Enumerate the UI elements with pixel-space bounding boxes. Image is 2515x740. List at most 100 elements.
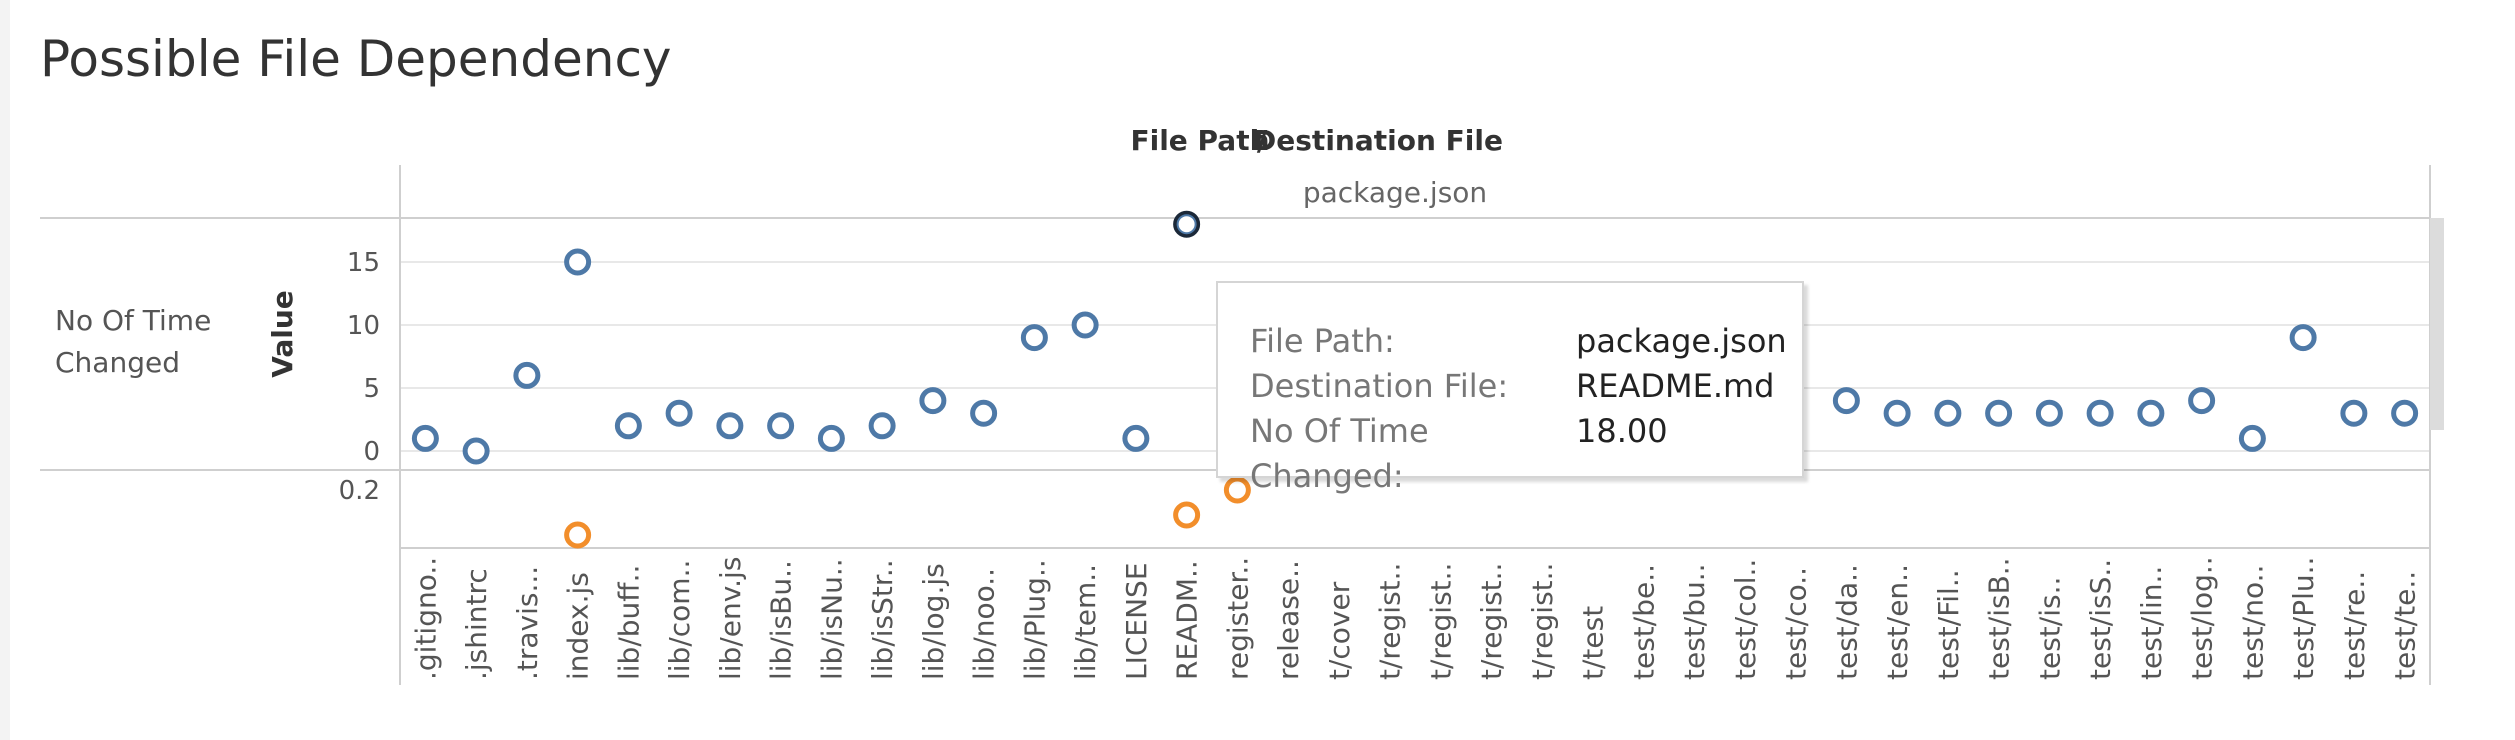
tooltip-row: No Of Time Changed: 18.00 xyxy=(1250,409,1802,499)
data-marks[interactable] xyxy=(411,210,2419,549)
tick-labels: 0 5 10 15 0.2 xyxy=(339,248,380,506)
left-edge-strip xyxy=(0,0,10,740)
y-tick-label: 15 xyxy=(347,248,380,278)
x-category-label: lib/Plug.. xyxy=(1018,559,1051,680)
x-category-label: test/te.. xyxy=(2389,571,2422,680)
x-category-label: test/lin.. xyxy=(2135,566,2168,680)
data-point[interactable] xyxy=(2188,387,2216,415)
data-point[interactable] xyxy=(1173,501,1201,529)
x-category-label: lib/isNu.. xyxy=(815,558,848,680)
x-category-label: LICENSE xyxy=(1120,562,1153,680)
data-point[interactable] xyxy=(817,424,845,452)
x-category-label: test/col.. xyxy=(1729,559,1762,680)
x-category-label: .jshintrc xyxy=(460,568,493,680)
x-category-label: t/regist.. xyxy=(1374,563,1407,680)
data-point[interactable] xyxy=(868,412,896,440)
x-category-label: t/regist.. xyxy=(1475,563,1508,680)
x-category-label: test/Plu.. xyxy=(2287,557,2320,680)
x-category-label: lib/env.js xyxy=(714,557,747,680)
tooltip-key: File Path: xyxy=(1250,322,1395,360)
data-point[interactable] xyxy=(970,399,998,427)
x-category-label: t/regist.. xyxy=(1526,563,1559,680)
data-point[interactable] xyxy=(665,399,693,427)
data-point[interactable] xyxy=(2137,399,2165,427)
x-category-label: lib/log.js xyxy=(917,563,950,680)
chart-title: Possible File Dependency xyxy=(40,30,672,88)
x-category-label: test/co.. xyxy=(1780,567,1813,680)
x-category-label: test/is.. xyxy=(2033,577,2066,680)
data-point[interactable] xyxy=(1173,210,1201,238)
x-category-label: test/en.. xyxy=(1881,564,1914,680)
header-separator: / xyxy=(1257,124,1268,157)
data-point[interactable] xyxy=(411,424,439,452)
scrollbar[interactable] xyxy=(2430,218,2444,430)
x-category-label: test/bu.. xyxy=(1678,563,1711,680)
x-category-label: test/isS.. xyxy=(2084,559,2117,680)
x-category-label: test/Fil.. xyxy=(1932,569,1965,680)
header-file-path: File Path xyxy=(1130,124,1269,157)
x-category-label: lib/isBu.. xyxy=(765,560,798,680)
tooltip-key: No Of Time Changed: xyxy=(1250,412,1429,495)
x-category-label: lib/noo.. xyxy=(968,568,1001,680)
data-point[interactable] xyxy=(2391,399,2419,427)
data-point[interactable] xyxy=(513,361,541,389)
data-point[interactable] xyxy=(1883,399,1911,427)
data-point[interactable] xyxy=(462,437,490,465)
data-point[interactable] xyxy=(1020,324,1048,352)
x-category-label: test/no.. xyxy=(2236,565,2269,680)
x-category-label: release.. xyxy=(1272,560,1305,680)
x-category-label: .travis... xyxy=(511,566,544,680)
data-point[interactable] xyxy=(614,412,642,440)
x-category-label: lib/buff.. xyxy=(612,565,645,680)
tooltip-value: README.md xyxy=(1576,367,1775,405)
data-point[interactable] xyxy=(1934,399,1962,427)
x-category-label: READM.. xyxy=(1171,560,1204,680)
data-point[interactable] xyxy=(1223,476,1251,504)
data-point[interactable] xyxy=(564,248,592,276)
data-point[interactable] xyxy=(2035,399,2063,427)
header-package-json: package.json xyxy=(1303,176,1487,209)
data-point[interactable] xyxy=(2238,424,2266,452)
x-category-label: t/test xyxy=(1577,606,1610,680)
data-point[interactable] xyxy=(1832,387,1860,415)
category-labels: .gitigno.. .jshintrc .travis... index.js lib… xyxy=(409,556,2421,680)
data-point[interactable] xyxy=(2340,399,2368,427)
value-axis-label: Value xyxy=(266,290,299,378)
data-point[interactable] xyxy=(767,412,795,440)
x-category-label: .gitigno.. xyxy=(409,557,442,680)
tooltip-value: 18.00 xyxy=(1576,412,1668,450)
data-point[interactable] xyxy=(2289,324,2317,352)
row-label-line1: No Of Time xyxy=(55,304,211,337)
tooltip: File Path: package.json Destination File… xyxy=(1216,281,1804,495)
highlight-ring xyxy=(1176,214,1197,235)
x-category-label: index.js xyxy=(562,572,595,680)
y-tick-label: 10 xyxy=(347,311,380,341)
header-destination-file: Destination File xyxy=(1253,124,1503,157)
row-label-line2: Changed xyxy=(55,346,180,379)
y-tick-label: 0 xyxy=(363,437,380,467)
tooltip-row: File Path: package.json xyxy=(1250,319,1802,364)
x-category-label: test/log.. xyxy=(2186,556,2219,680)
data-point[interactable] xyxy=(1122,424,1150,452)
y-tick-label: 0.2 xyxy=(339,476,380,506)
tooltip-row: Destination File: README.md xyxy=(1250,364,1802,409)
x-category-label: lib/isStr.. xyxy=(866,559,899,680)
data-point[interactable] xyxy=(564,521,592,549)
x-category-label: t/cover xyxy=(1323,581,1356,680)
tooltip-key: Destination File: xyxy=(1250,367,1509,405)
data-point[interactable] xyxy=(1985,399,2013,427)
data-point[interactable] xyxy=(1071,311,1099,339)
x-category-label: test/isB.. xyxy=(1983,557,2016,680)
x-category-label: lib/tem.. xyxy=(1069,564,1102,680)
x-category-label: test/da.. xyxy=(1830,564,1863,680)
data-point[interactable] xyxy=(919,387,947,415)
x-category-label: register.. xyxy=(1221,557,1254,680)
x-category-label: lib/com.. xyxy=(663,560,696,680)
data-point[interactable] xyxy=(2086,399,2114,427)
y-tick-label: 5 xyxy=(363,374,380,404)
x-category-label: test/be.. xyxy=(1627,564,1660,680)
data-point[interactable] xyxy=(716,412,744,440)
x-category-label: t/regist.. xyxy=(1424,563,1457,680)
x-category-label: test/re.. xyxy=(2338,571,2371,680)
